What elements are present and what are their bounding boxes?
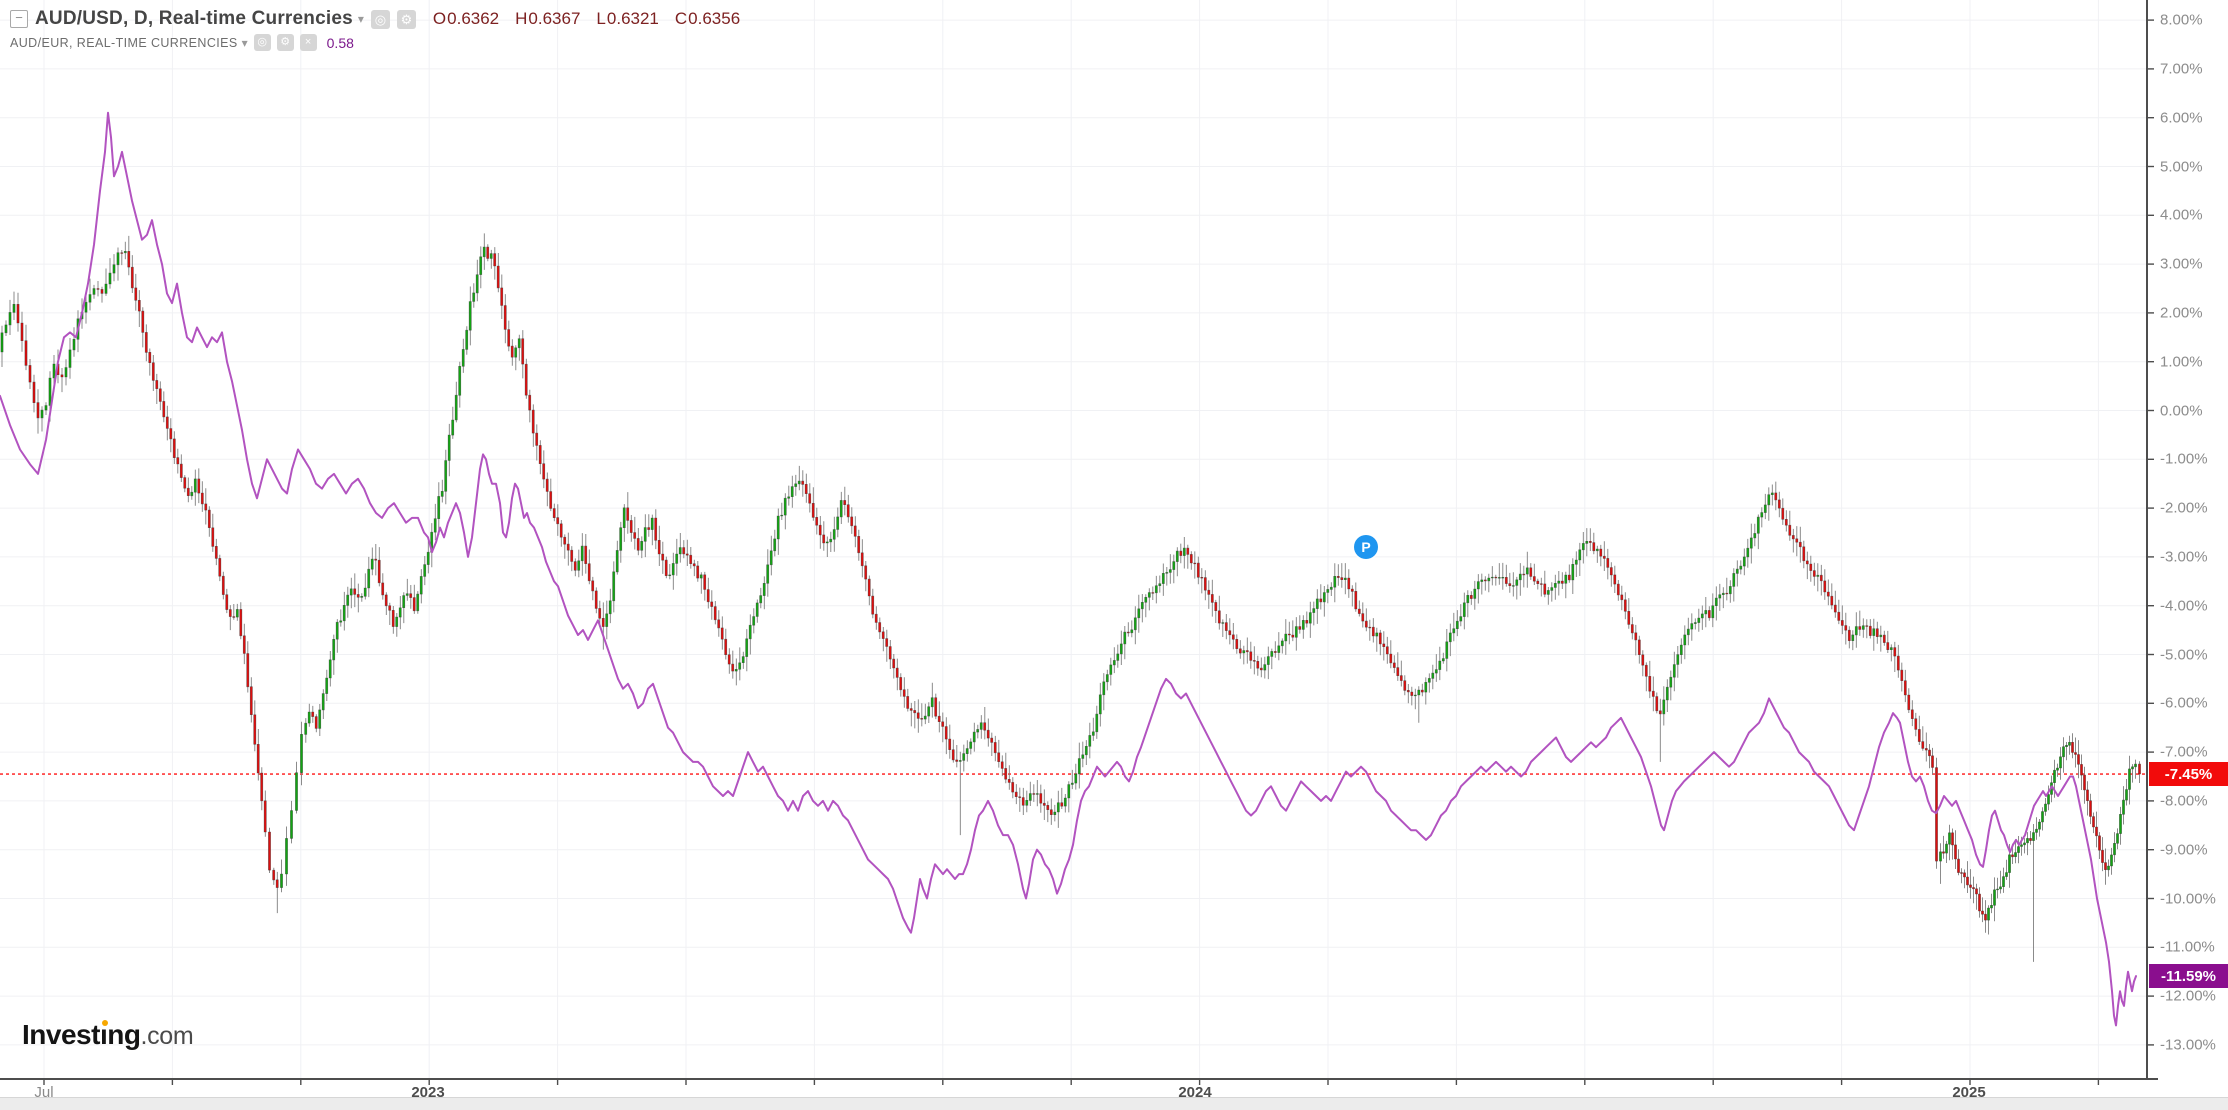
x-axis-label-2023: 2023 [411,1084,445,1101]
y-axis-label: 7.00% [2160,60,2203,78]
y-axis-label: 3.00% [2160,255,2203,273]
x-axis-label-jul: Jul [34,1084,54,1101]
low-value: 0.6321 [606,9,659,28]
settings-gear-icon[interactable]: ⚙ [276,34,294,51]
hide-series-icon[interactable]: ◎ [370,9,390,29]
hide-series-icon[interactable]: ◎ [253,34,271,51]
event-marker-p[interactable]: P [1354,535,1378,559]
y-axis-label: -9.00% [2160,841,2208,859]
y-axis-label: -11.00% [2160,938,2215,956]
axis-frame [0,0,2158,1085]
open-value: 0.6362 [447,9,500,28]
y-axis-label: -10.00% [2160,890,2216,907]
overlay-value: 0.58 [326,34,354,51]
down-candles [16,246,2141,921]
overlay-symbol-title[interactable]: AUD/EUR, REAL-TIME CURRENCIES [10,35,238,50]
audusd-last-value-badge: -7.45% [2149,762,2228,787]
y-axis-label: -5.00% [2160,646,2208,663]
y-axis-label: -8.00% [2160,792,2208,810]
y-axis-label: -4.00% [2160,597,2208,615]
y-axis-label: 1.00% [2160,353,2203,371]
close-label: C [674,9,688,28]
low-label: L [596,9,606,28]
x-axis-label-2024: 2024 [1178,1084,1212,1101]
y-axis-label: 4.00% [2160,206,2203,224]
y-axis-label: -7.00% [2160,743,2208,761]
audeur-overlay-line [0,111,2137,1027]
chart-legend: − AUD/USD, D, Real-time Currencies ▾ ◎ ⚙… [10,8,740,51]
y-axis-label: -2.00% [2160,499,2208,517]
y-axis-label: 0.00% [2160,402,2203,419]
ohlc-readout: O 0.6362 H 0.6367 L 0.6321 C 0.6356 [433,9,740,29]
horizontal-scrollbar[interactable] [0,1097,2228,1110]
close-icon[interactable]: × [299,34,317,51]
collapse-panel-icon[interactable]: − [10,10,28,28]
gridlines [0,0,2147,1079]
y-axis-label: -3.00% [2160,548,2208,566]
x-axis-label-2025: 2025 [1952,1084,1986,1101]
high-value: 0.6367 [528,9,581,28]
high-label: H [515,9,528,28]
close-value: 0.6356 [688,9,741,28]
settings-gear-icon[interactable]: ⚙ [396,9,416,29]
y-axis-label: 5.00% [2160,158,2203,175]
y-axis-label: -1.00% [2160,450,2208,468]
audusd-candlestick-series [0,233,2141,962]
y-axis-label: 6.00% [2160,109,2203,127]
y-axis-label: 8.00% [2160,11,2203,29]
main-symbol-row: − AUD/USD, D, Real-time Currencies ▾ ◎ ⚙… [10,8,740,30]
overlay-symbol-row: AUD/EUR, REAL-TIME CURRENCIES ▾ ◎ ⚙ × 0.… [10,34,740,51]
y-axis-label: -12.00% [2160,987,2216,1005]
open-label: O [432,9,447,28]
logo-brand-text: Investıng [22,1019,141,1050]
y-axis-label: -13.00% [2160,1036,2216,1054]
y-axis-label: -6.00% [2160,694,2208,712]
chevron-down-icon[interactable]: ▾ [241,35,248,50]
symbol-title[interactable]: AUD/USD, D, Real-time Currencies [35,8,353,29]
up-candles [0,246,2137,921]
logo-suffix-text: .com [140,1022,194,1050]
logo-orange-dot-i: ı [99,1019,108,1050]
chevron-down-icon[interactable]: ▾ [357,12,364,26]
audeur-last-value-badge: -11.59% [2149,964,2228,989]
y-axis-label: 2.00% [2160,304,2203,322]
investing-logo: Investıng .com [22,1019,194,1051]
